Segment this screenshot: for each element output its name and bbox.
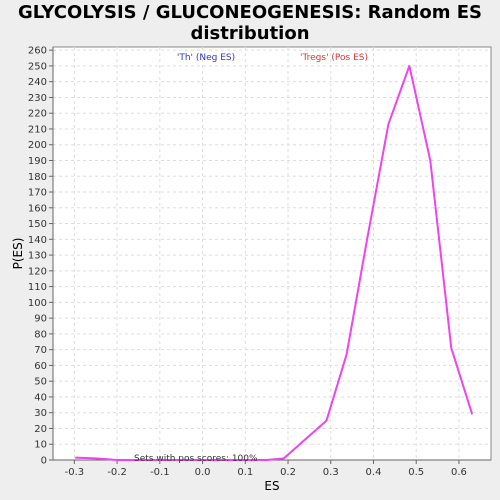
x-axis-label: ES (264, 479, 279, 493)
annotation-pos-scores: Sets with pos scores: 100% (134, 454, 258, 464)
y-tick-label: 220 (28, 109, 47, 120)
y-tick-label: 160 (28, 203, 47, 214)
y-tick-label: 80 (34, 329, 47, 340)
x-tick-label: -0.1 (150, 467, 170, 478)
series-line (75, 64, 474, 461)
y-tick-label: 250 (28, 61, 47, 72)
x-tick-label: 0.4 (366, 467, 382, 478)
y-tick-label: 0 (41, 456, 47, 467)
x-tick-label: -0.3 (65, 467, 85, 478)
y-tick-label: 10 (34, 440, 47, 451)
y-tick-label: 230 (28, 93, 47, 104)
y-tick-label: 20 (34, 424, 47, 435)
y-tick-label: 190 (28, 156, 47, 167)
legend-item-th: 'Th' (Neg ES) (177, 53, 235, 63)
y-axis-label: P(ES) (11, 238, 25, 270)
x-tick-label: 0.0 (195, 467, 211, 478)
series-layer (75, 64, 474, 461)
y-tick-label: 100 (28, 298, 47, 309)
y-tick-label: 180 (28, 172, 47, 183)
x-tick-label: 0.3 (323, 467, 339, 478)
legend-item-tregs: 'Tregs' (Pos ES) (300, 53, 368, 63)
chart-title-line-2: distribution (190, 23, 310, 44)
plot-area (52, 46, 492, 461)
y-tick-label: 60 (34, 361, 47, 372)
ticks: 0 10 20 30 40 50 60 70 80 90 100 110 120 130 140 150 160… (28, 46, 467, 478)
x-tick-label: -0.2 (107, 467, 127, 478)
y-tick-label: 130 (28, 251, 47, 262)
y-tick-label: 90 (34, 314, 47, 325)
y-tick-label: 140 (28, 235, 47, 246)
y-tick-label: 260 (28, 46, 47, 57)
y-tick-label: 50 (34, 377, 47, 388)
y-tick-label: 210 (28, 124, 47, 135)
x-tick-label: 0.6 (451, 467, 467, 478)
y-tick-label: 170 (28, 188, 47, 199)
y-tick-label: 150 (28, 219, 47, 230)
y-tick-label: 240 (28, 77, 47, 88)
y-tick-label: 120 (28, 266, 47, 277)
y-tick-label: 30 (34, 408, 47, 419)
y-tick-label: 110 (28, 282, 47, 293)
chart-title-line-1: GLYCOLYSIS / GLUCONEOGENESIS: Random ES (17, 2, 483, 23)
y-tick-label: 200 (28, 140, 47, 151)
x-tick-label: 0.1 (237, 467, 253, 478)
y-tick-label: 40 (34, 392, 47, 403)
y-tick-label: 70 (34, 345, 47, 356)
grid-lines (53, 47, 491, 460)
x-tick-label: 0.5 (408, 467, 424, 478)
chart-title: GLYCOLYSIS / GLUCONEOGENESIS: Random ES … (0, 2, 500, 44)
x-tick-label: 0.2 (280, 467, 296, 478)
